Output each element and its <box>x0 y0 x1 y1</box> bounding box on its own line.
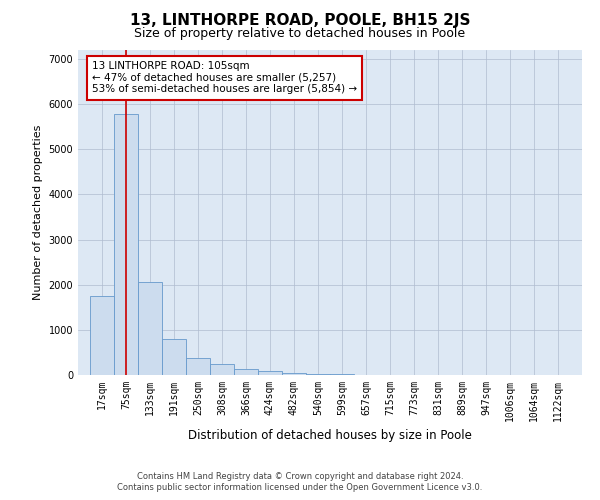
Bar <box>330 374 354 375</box>
Bar <box>114 114 138 375</box>
Bar <box>282 372 306 375</box>
Bar <box>186 358 210 375</box>
Bar <box>234 369 258 375</box>
Bar <box>306 374 330 375</box>
X-axis label: Distribution of detached houses by size in Poole: Distribution of detached houses by size … <box>188 430 472 442</box>
Text: Contains HM Land Registry data © Crown copyright and database right 2024.
Contai: Contains HM Land Registry data © Crown c… <box>118 472 482 492</box>
Bar <box>90 296 114 375</box>
Bar <box>210 364 234 375</box>
Y-axis label: Number of detached properties: Number of detached properties <box>33 125 43 300</box>
Text: Size of property relative to detached houses in Poole: Size of property relative to detached ho… <box>134 28 466 40</box>
Text: 13 LINTHORPE ROAD: 105sqm
← 47% of detached houses are smaller (5,257)
53% of se: 13 LINTHORPE ROAD: 105sqm ← 47% of detac… <box>92 62 357 94</box>
Bar <box>162 339 186 375</box>
Bar <box>138 282 162 375</box>
Text: 13, LINTHORPE ROAD, POOLE, BH15 2JS: 13, LINTHORPE ROAD, POOLE, BH15 2JS <box>130 12 470 28</box>
Bar <box>258 372 282 375</box>
